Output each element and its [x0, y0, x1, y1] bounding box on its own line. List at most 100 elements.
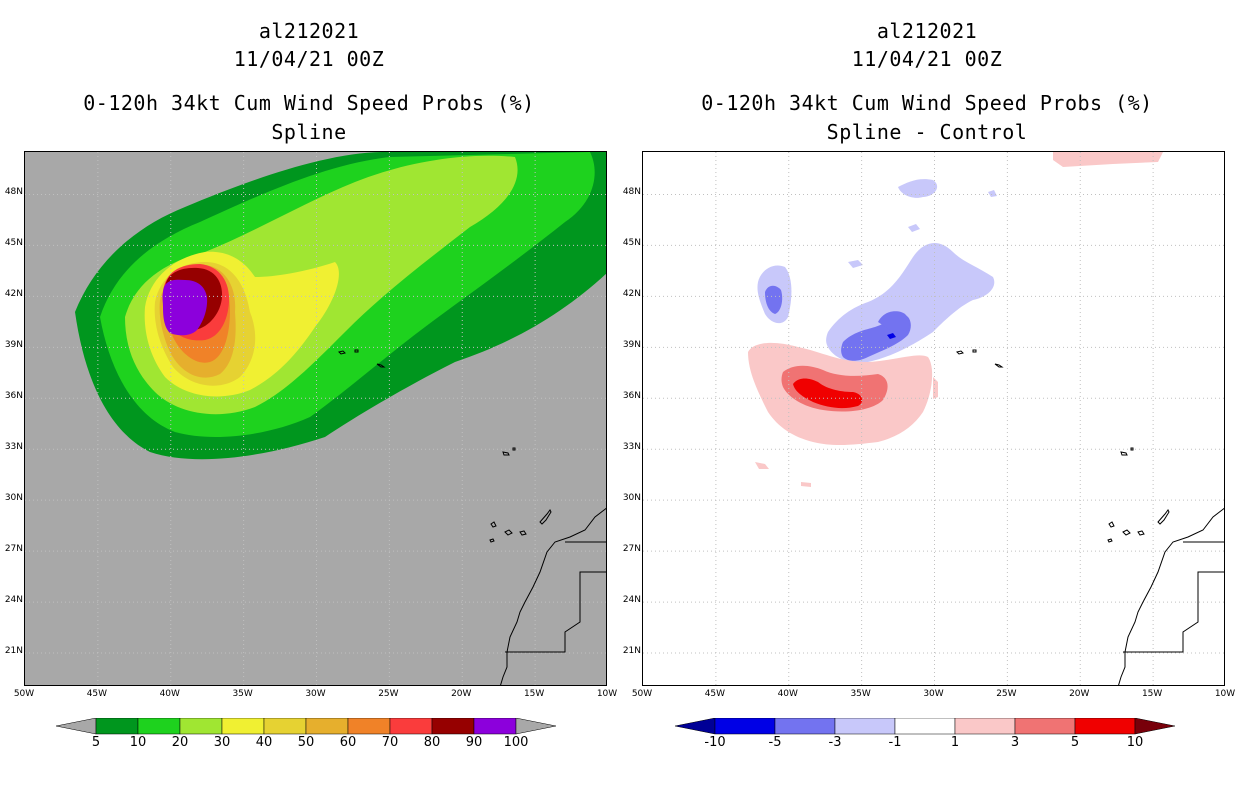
lon-label: 25W	[996, 689, 1017, 699]
contour-neg3-left	[765, 285, 783, 314]
colorbar-segment	[834, 717, 896, 735]
colorbar-label: 80	[423, 735, 441, 750]
lon-label: 10W	[1214, 689, 1236, 699]
colorbar-segment	[714, 717, 776, 735]
lat-label: 27N	[622, 544, 641, 555]
lon-label: 15W	[523, 689, 545, 699]
right-datetime: 11/04/21 00Z	[851, 47, 1003, 71]
lon-label: 50W	[631, 689, 653, 699]
colorbar-segment	[137, 717, 181, 735]
colorbar-under-arrow	[55, 717, 97, 735]
colorbar-under-arrow	[674, 717, 716, 735]
right-product-title: 0-120h 34kt Cum Wind Speed Probs (%)	[701, 91, 1153, 115]
lon-label: 25W	[378, 689, 399, 699]
lat-label: 30N	[622, 493, 641, 504]
colorbar-segment	[1074, 717, 1136, 735]
colorbar-label: 5	[1070, 735, 1080, 750]
colorbar-over-arrow	[515, 717, 557, 735]
colorbar-segment	[263, 717, 307, 735]
contour-pos1-right	[933, 377, 938, 399]
left-storm-id: al212021	[258, 19, 360, 43]
lat-label: 36N	[622, 391, 641, 402]
lat-label: 24N	[4, 595, 23, 606]
right-subtitle: Spline - Control	[826, 120, 1028, 144]
colorbar-label: 5	[91, 735, 101, 750]
colorbar-label: -1	[888, 735, 902, 750]
lat-label: 21N	[4, 646, 23, 657]
colorbar-label: 100	[503, 735, 529, 750]
left-colorbar-svg	[55, 717, 557, 735]
contour-neg1-top	[898, 179, 938, 198]
lat-label: 48N	[4, 187, 23, 198]
colorbar-segment	[774, 717, 836, 735]
lat-label: 45N	[4, 238, 23, 249]
colorbar-segment	[1014, 717, 1076, 735]
colorbar-label: -10	[704, 735, 726, 750]
colorbar-segment	[389, 717, 433, 735]
right-map-panel	[642, 151, 1225, 686]
lon-label: 35W	[232, 689, 253, 699]
colorbar-label: 30	[213, 735, 231, 750]
colorbar-label: 60	[339, 735, 357, 750]
lat-label: 45N	[622, 238, 641, 249]
lat-label: 30N	[4, 493, 23, 504]
right-colorbar: -10 -5 -3 -1 1 3 5 10	[674, 717, 1176, 758]
colorbar-label: 70	[381, 735, 399, 750]
colorbar-segment	[179, 717, 223, 735]
right-colorbar-svg	[674, 717, 1176, 735]
lat-label: 21N	[622, 646, 641, 657]
lon-label: 40W	[159, 689, 180, 699]
lon-label: 35W	[850, 689, 871, 699]
contour-pos1-spot2	[801, 482, 811, 487]
contour-pos1-top	[1053, 152, 1163, 167]
left-map-plot	[25, 152, 606, 685]
coastlines	[338, 349, 606, 685]
lon-label: 30W	[923, 689, 944, 699]
colorbar-over-arrow	[1134, 717, 1176, 735]
contour-neg1-spot2	[908, 224, 920, 232]
right-map-plot	[643, 152, 1224, 685]
colorbar-segment	[894, 717, 956, 735]
lon-label: 45W	[86, 689, 108, 699]
colorbar-label: 40	[255, 735, 273, 750]
lon-label: 30W	[305, 689, 326, 699]
lat-label: 42N	[622, 289, 641, 300]
contour-pos1-spot	[755, 462, 769, 469]
colorbar-segment	[305, 717, 349, 735]
probability-contours	[75, 152, 606, 460]
contour-pos5	[793, 378, 863, 409]
contour-neg3-main2	[878, 311, 910, 332]
contour-neg5	[887, 333, 896, 339]
left-colorbar: 5 10 20 30 40 50 60 70 80 90 100	[55, 717, 557, 758]
difference-contours	[748, 152, 1163, 487]
colorbar-segment	[431, 717, 475, 735]
colorbar-label: 50	[297, 735, 315, 750]
lon-label: 50W	[13, 689, 35, 699]
right-gridlines	[643, 152, 1224, 685]
right-storm-id: al212021	[876, 19, 978, 43]
lon-label: 15W	[1141, 689, 1163, 699]
colorbar-label: 10	[1126, 735, 1144, 750]
lat-label: 24N	[622, 595, 641, 606]
lat-label: 39N	[4, 340, 23, 351]
colorbar-segment	[221, 717, 265, 735]
colorbar-label: -5	[768, 735, 782, 750]
colorbar-segment	[954, 717, 1016, 735]
left-datetime: 11/04/21 00Z	[233, 47, 385, 71]
lon-label: 20W	[1069, 689, 1090, 699]
lat-label: 42N	[4, 289, 23, 300]
colorbar-label: 90	[465, 735, 483, 750]
contour-neg1-spot3	[988, 190, 997, 197]
lat-label: 36N	[4, 391, 23, 402]
lat-label: 33N	[4, 442, 23, 453]
lat-label: 33N	[622, 442, 641, 453]
lat-label: 39N	[622, 340, 641, 351]
lon-label: 45W	[704, 689, 726, 699]
lon-label: 20W	[451, 689, 472, 699]
contour-neg1-spot1	[848, 260, 863, 268]
colorbar-segment	[95, 717, 139, 735]
colorbar-label: 10	[129, 735, 147, 750]
colorbar-label: -3	[828, 735, 842, 750]
left-subtitle: Spline	[271, 120, 347, 144]
contour-100	[162, 279, 208, 336]
